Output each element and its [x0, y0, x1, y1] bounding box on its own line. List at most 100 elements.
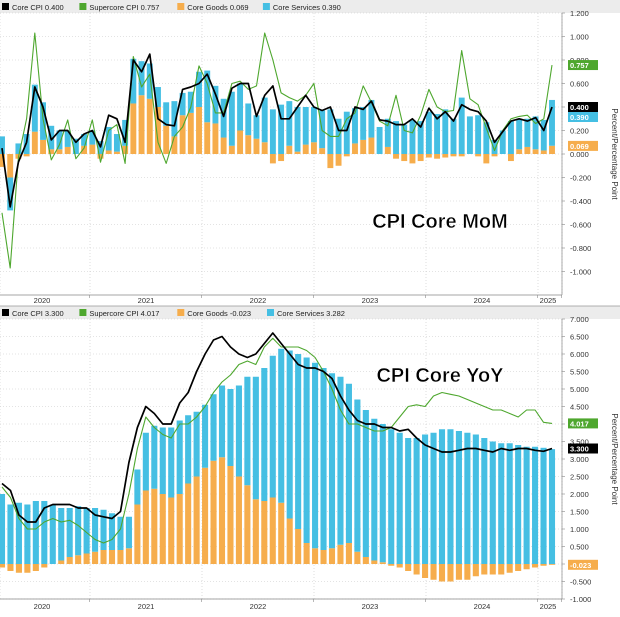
legend-swatch [262, 3, 270, 10]
services-bar [105, 126, 112, 151]
services-bar [455, 431, 462, 564]
services-bar [171, 101, 178, 137]
legend-item: Supercore CPI 4.017 [89, 309, 159, 318]
legend-item: Supercore CPI 0.757 [89, 3, 159, 12]
y-tick-label: 2.000 [570, 490, 589, 499]
goods-bar [481, 564, 488, 575]
goods-bar [212, 123, 219, 154]
goods-bar [532, 564, 539, 568]
services-bar [328, 373, 336, 549]
goods-bar [508, 154, 514, 162]
goods-bar [294, 151, 301, 154]
services-bar [294, 107, 301, 152]
legend-swatch [79, 309, 87, 316]
services-bar [108, 513, 116, 550]
end-value-tag [568, 559, 598, 570]
services-bar [337, 376, 344, 545]
goods-bar [66, 557, 73, 564]
services-bar [506, 443, 513, 564]
end-value-label: 4.017 [570, 419, 589, 428]
services-bar [458, 97, 465, 154]
x-tick-label: 2021 [138, 602, 155, 611]
services-bar [176, 420, 183, 494]
goods-bar [523, 564, 530, 570]
legend-bar [0, 306, 620, 319]
goods-bar [220, 137, 227, 154]
goods-bar [193, 476, 200, 564]
services-bar [442, 109, 449, 154]
services-bar [100, 509, 107, 550]
goods-bar [58, 560, 65, 564]
goods-bar [506, 564, 513, 573]
goods-bar [15, 564, 22, 573]
services-bar [312, 362, 319, 549]
services-bar [379, 424, 386, 563]
goods-bar [31, 131, 38, 154]
x-tick-label: 2023 [362, 296, 379, 305]
goods-bar [97, 154, 104, 159]
services-bar [376, 126, 383, 154]
services-bar [56, 130, 63, 150]
y-tick-label: 7.000 [570, 315, 589, 324]
goods-bar [388, 564, 395, 566]
goods-bar [252, 499, 259, 564]
goods-bar [134, 504, 141, 564]
goods-bar [401, 154, 408, 162]
services-bar [388, 429, 395, 564]
chart-title: CPI Core YoY [376, 365, 504, 387]
services-bar [466, 116, 473, 154]
goods-bar [354, 551, 361, 564]
goods-bar [434, 154, 441, 159]
end-value-tag [568, 443, 598, 454]
services-bar [75, 506, 82, 556]
goods-bar [261, 142, 268, 154]
goods-bar [442, 154, 449, 158]
goods-bar [125, 548, 132, 564]
goods-bar [422, 564, 429, 578]
goods-bar [100, 550, 107, 564]
services-bar [179, 92, 186, 116]
services-bar [532, 446, 539, 564]
goods-bar [113, 151, 120, 154]
goods-bar [384, 146, 391, 154]
services-bar [425, 111, 432, 154]
goods-bar [515, 564, 522, 571]
end-value-label: 0.069 [570, 142, 589, 151]
chart-title: CPI Core MoM [372, 211, 508, 233]
goods-bar [327, 154, 334, 169]
services-bar [81, 134, 88, 146]
mom-panel: Core CPI 0.400 Supercore CPI 0.757 Core Go… [0, 0, 620, 305]
goods-bar [335, 154, 342, 166]
goods-bar [122, 145, 129, 154]
goods-bar [343, 154, 350, 157]
services-bar [417, 121, 424, 154]
services-bar [220, 98, 227, 138]
goods-bar [269, 497, 276, 564]
services-bar [362, 410, 369, 557]
services-bar [151, 425, 158, 489]
services-bar [310, 107, 317, 143]
services-bar [58, 508, 65, 561]
y-tick-label: 1.000 [570, 525, 589, 534]
legend-swatch [2, 3, 9, 10]
end-value-tag [568, 112, 598, 122]
goods-bar [151, 488, 158, 564]
goods-bar [455, 564, 462, 580]
goods-bar [549, 145, 555, 154]
y-tick-label: 3.000 [570, 455, 589, 464]
goods-bar [159, 494, 166, 564]
services-bar [343, 111, 350, 154]
services-bar [464, 432, 471, 564]
goods-bar [368, 137, 375, 154]
services-bar [244, 376, 251, 486]
services-bar [0, 494, 6, 564]
services-bar [49, 504, 56, 564]
y-tick-label: -1.000 [570, 268, 591, 277]
goods-bar [303, 543, 310, 564]
goods-bar [278, 154, 285, 162]
services-bar [472, 434, 479, 564]
services-bar [125, 516, 132, 549]
services-bar [138, 61, 145, 96]
services-bar [354, 399, 361, 552]
